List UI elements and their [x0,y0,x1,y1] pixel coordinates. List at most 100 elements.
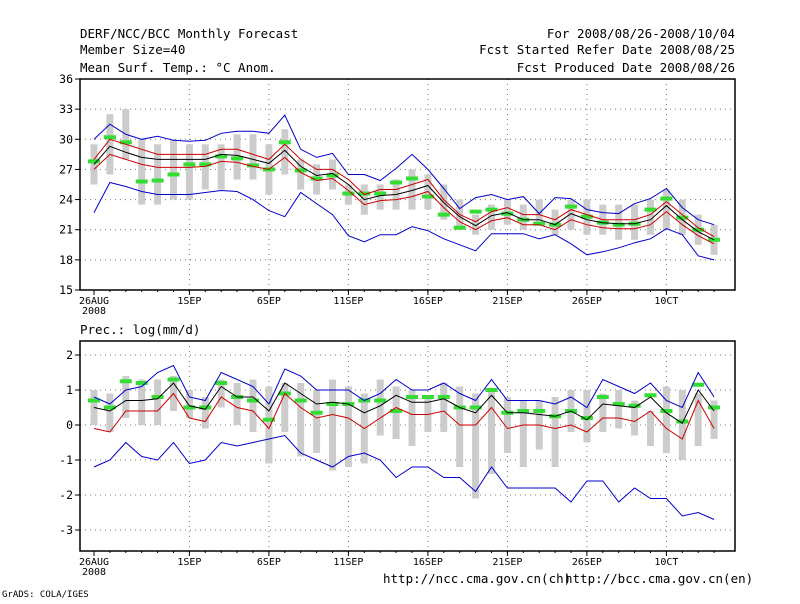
temp-xtick-label: 26SEP [572,296,602,307]
temp-box [297,159,305,190]
precip-box [678,390,686,460]
temp-box [488,204,495,230]
temp-median-bar [278,140,291,145]
precip-box [488,390,495,474]
precip-box [599,393,607,432]
precip-box [201,397,209,429]
temp-median-bar [103,135,116,140]
precip-median-bar [596,395,609,399]
precip-xtick-label: 16SEP [413,557,443,568]
header-period: For 2008/08/26-2008/10/04 [547,26,735,41]
temp-xtick-label: 26AUG [79,296,109,307]
temp-box [647,199,654,235]
precip-median-bar [119,379,132,384]
temp-box [185,144,193,200]
precip-median-bar [215,381,228,385]
precip-series-line [93,434,715,520]
temp-median-bar [612,222,625,227]
temp-box [615,204,623,240]
precip-median-bar [676,419,689,424]
precip-ytick-label: 2 [66,348,73,362]
precip-box [631,400,639,436]
precip-series-line [93,364,715,409]
precip-median-bar [103,405,116,410]
precip-median-bar [692,382,705,387]
temp-series-line [93,138,715,238]
temp-series-line [93,145,715,241]
precip-series-line [93,382,715,425]
precip-median-bar [485,388,498,392]
temp-ytick-label: 36 [59,72,73,86]
precip-xtick-label: 26SEP [572,557,602,568]
precip-box [376,379,384,436]
precip-box [297,383,305,457]
precip-median-bar [469,405,482,410]
temp-xtick-label: 11SEP [333,296,363,307]
temp-median-bar [469,209,482,214]
header-member-size: Member Size=40 [80,42,185,57]
precip-median-bar [708,405,721,410]
temp-ytick-label: 30 [59,132,73,146]
temp-median-bar [167,172,180,177]
temp-median-bar [660,196,673,201]
temp-median-bar [199,162,212,167]
temp-median-bar [580,214,593,219]
temp-box [217,144,225,190]
precip-median-bar [199,405,212,410]
header-variable: Mean Surf. Temp.: °C Anom. [80,60,276,75]
precip-box [440,383,448,432]
precip-box [281,383,289,432]
temp-median-bar [453,225,466,230]
precip-ytick-label: -1 [59,453,73,467]
precip-xtick-sublabel: 2008 [82,567,106,578]
precip-box [408,390,416,446]
temp-median-bar [692,227,705,232]
temp-box [472,214,480,235]
temp-median-bar [533,221,546,226]
temp-series-line [93,153,715,245]
temp-ytick-label: 27 [59,162,73,176]
temp-box [535,199,543,225]
precip-xtick-label: 6SEP [257,557,281,568]
precip-box [122,376,130,418]
temp-median-bar [437,212,450,217]
precip-median-bar [421,395,434,399]
header-fcst-started: Fcst Started Refer Date 2008/08/25 [479,42,735,57]
temp-xtick-label: 21SEP [492,296,522,307]
precip-box [694,393,702,446]
precip-median-bar [533,409,546,413]
temp-ytick-label: 15 [59,283,73,297]
precip-median-bar [310,410,323,415]
precip-xtick-label: 21SEP [492,557,522,568]
temp-box [201,144,209,190]
temp-median-bar [374,191,387,196]
temp-series-line [93,114,715,226]
precip-ytick-label: 0 [66,418,73,432]
temp-median-bar [342,191,355,196]
header-fcst-produced: Fcst Produced Date 2008/08/26 [517,60,735,75]
precip-median-bar [183,405,196,410]
temp-median-bar [501,211,514,216]
precip-median-bar [135,381,148,385]
temp-box [376,184,384,210]
precip-median-bar [374,398,387,403]
temp-median-bar [644,207,657,212]
precip-box [551,397,559,467]
precip-box [233,383,241,425]
precip-xtick-label: 1SEP [177,557,201,568]
precip-panel-title: Prec.: log(mm/d) [80,322,200,337]
temp-box [567,199,575,230]
grads-credit: GrADS: COLA/IGES [2,590,89,600]
temp-box [90,144,98,185]
precip-median-bar [326,402,339,406]
temp-median-bar [88,159,100,164]
precip-median-bar [660,409,673,413]
temp-ytick-label: 18 [59,253,73,267]
precip-xtick-label: 11SEP [333,557,363,568]
precip-box [647,411,654,446]
precip-ytick-label: -2 [59,488,73,502]
temp-ytick-label: 33 [59,102,73,116]
